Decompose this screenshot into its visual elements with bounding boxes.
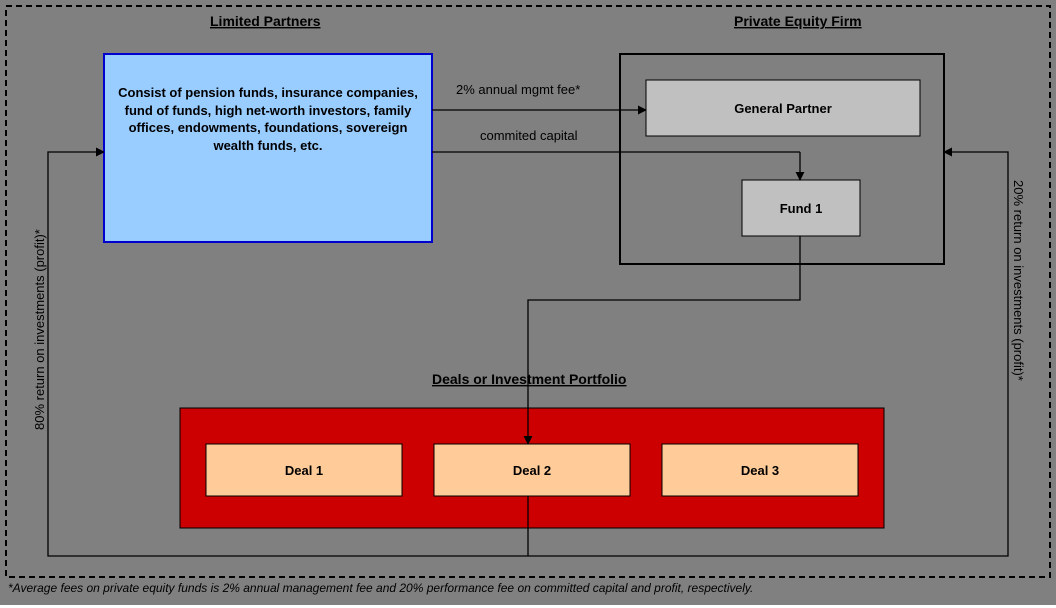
fund1-label: Fund 1 — [780, 201, 823, 216]
label-mgmt-fee: 2% annual mgmt fee* — [456, 82, 580, 97]
deal-label: Deal 3 — [741, 463, 779, 478]
footnote: *Average fees on private equity funds is… — [8, 581, 753, 595]
limited-partners-body: Consist of pension funds, insurance comp… — [118, 84, 418, 154]
label-committed-capital: commited capital — [480, 128, 578, 143]
general-partner-label: General Partner — [734, 101, 832, 116]
pe-firm-title: Private Equity Firm — [734, 13, 862, 29]
label-return-20: 20% return on investments (profit)* — [1011, 180, 1026, 381]
deal-label: Deal 2 — [513, 463, 551, 478]
label-return-80: 80% return on investments (profit)* — [32, 229, 47, 430]
deal-label: Deal 1 — [285, 463, 323, 478]
portfolio-title: Deals or Investment Portfolio — [432, 371, 626, 387]
limited-partners-title: Limited Partners — [210, 13, 321, 29]
limited-partners-body-wrap: Consist of pension funds, insurance comp… — [118, 84, 418, 232]
